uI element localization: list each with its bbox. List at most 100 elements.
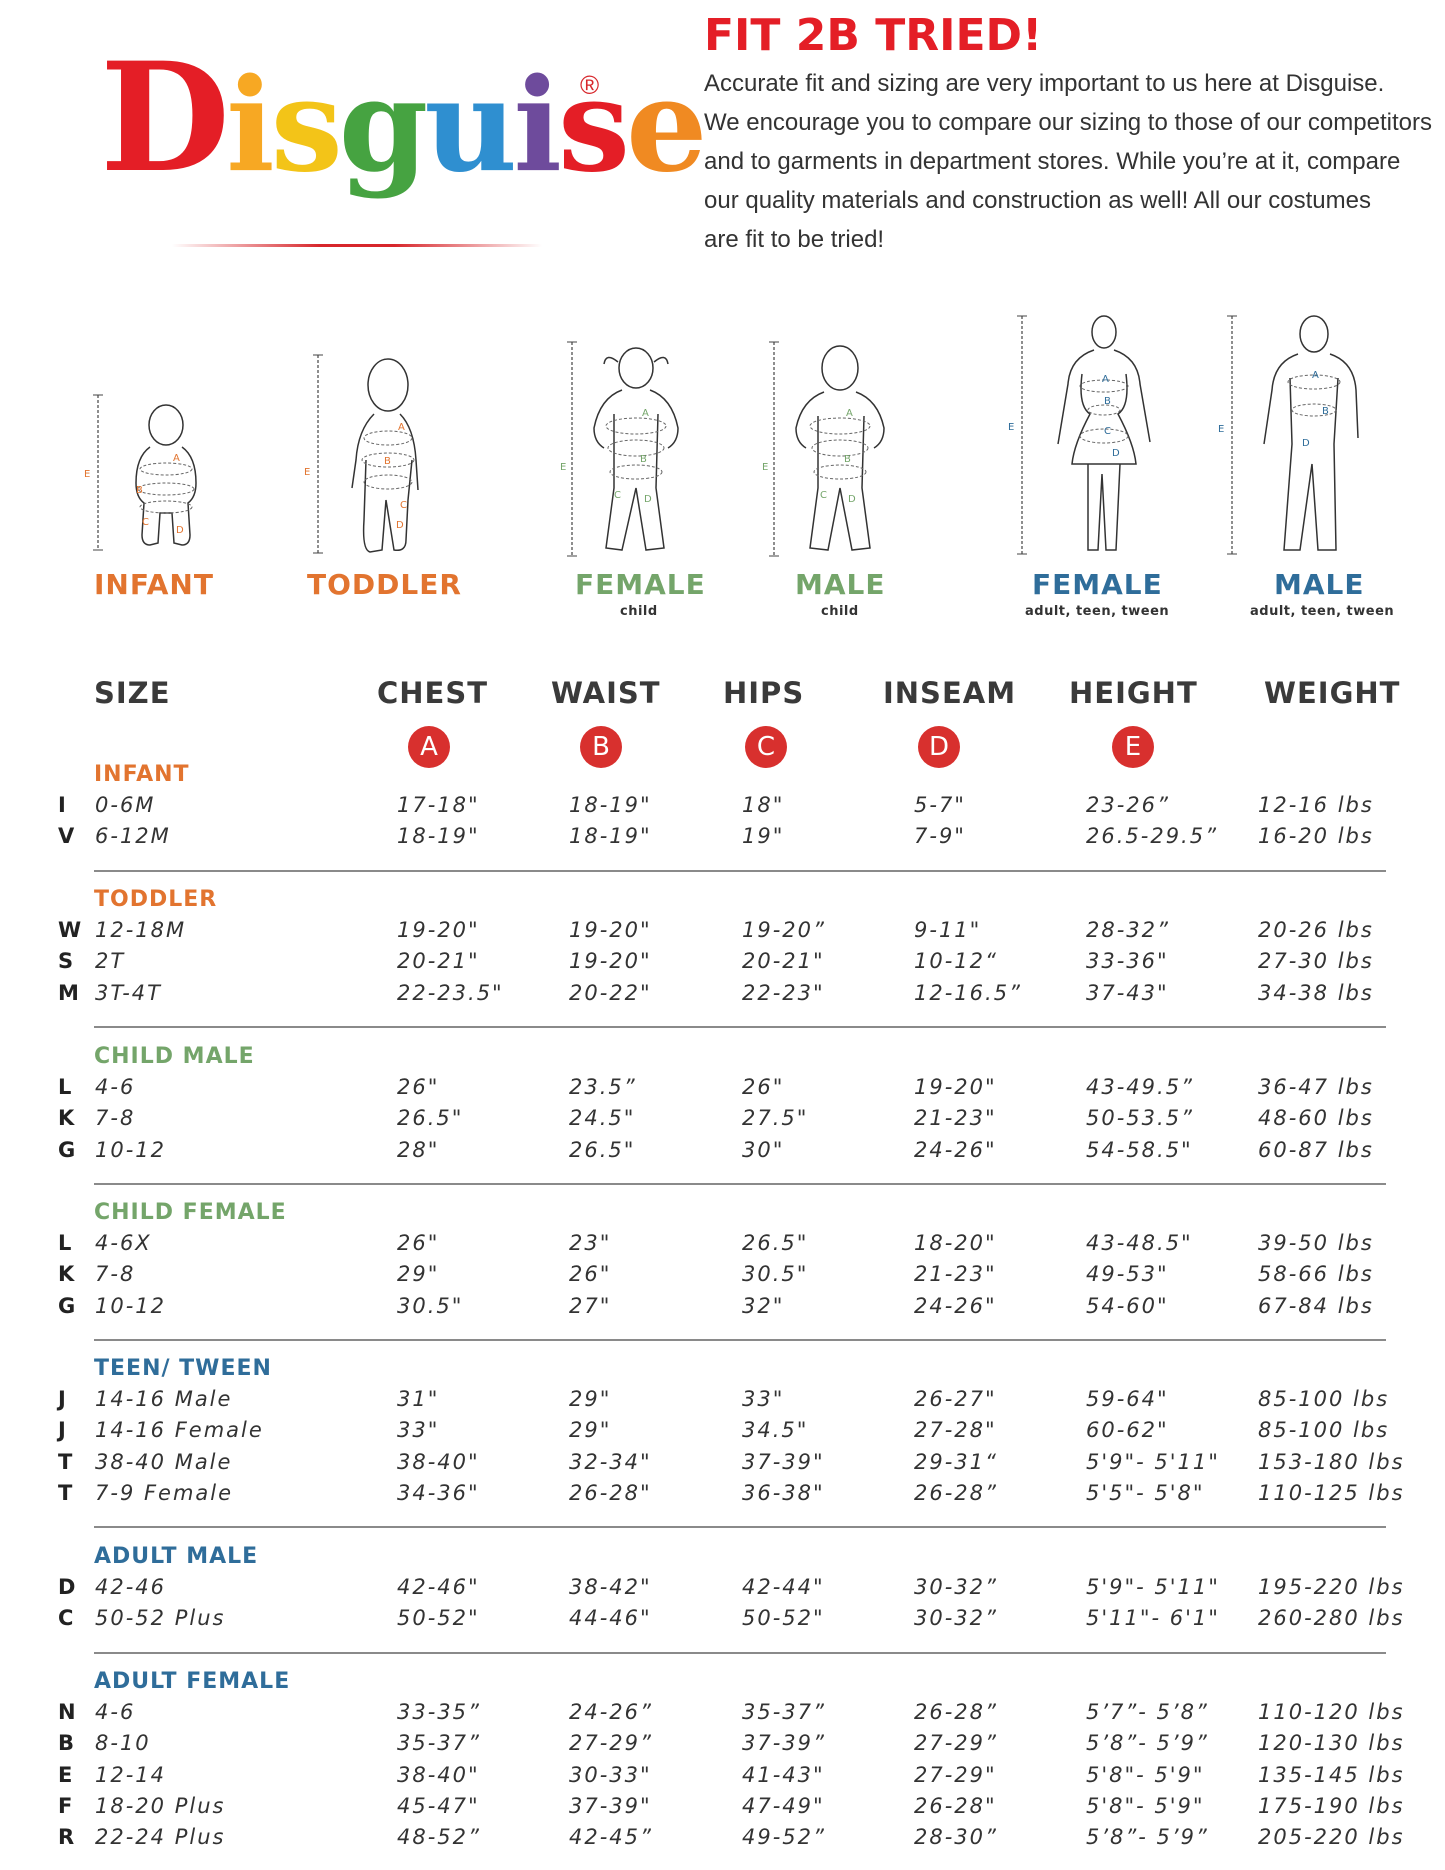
measurement-cell: 120-130 lbs [1258,1731,1405,1756]
size-label: 50-52 Plus [95,1606,226,1631]
size-label: 14-16 Male [95,1387,233,1411]
table-row: G 10-12 28" 26.5" 30" 24-26" 54-58.5" 60-87 lbs [0,1138,1445,1169]
svg-text:C: C [820,490,827,501]
header-size: SIZE [94,676,171,710]
measurement-cell: 27-30 lbs [1258,949,1374,974]
measurement-cell: 18-19" [397,824,480,849]
header-hips: HIPS [723,676,805,710]
svg-text:D: D [396,520,404,531]
measurement-cell: 20-21" [397,949,480,974]
table-row: G 10-12 30.5" 27" 32" 24-26" 54-60" 67-84 lbs [0,1294,1445,1325]
table-row: T 38-40 Male 38-40" 32-34" 37-39" 29-31“ 5'9"-… [0,1450,1445,1481]
infant-figure: E A B C D [80,385,210,555]
section-title: INFANT [94,762,190,787]
svg-text:E: E [1008,422,1014,433]
size-label: 7-9 Female [95,1480,234,1505]
section-divider [94,1651,1386,1654]
measurement-cell: 110-125 lbs [1258,1480,1405,1505]
intro-line: our quality materials and construction a… [704,187,1371,214]
measurement-cell: 31" [397,1387,440,1411]
section-title: ADULT MALE [94,1544,259,1569]
size-code: G [58,1293,76,1318]
measurement-cell: 21-23" [914,1262,997,1287]
measurement-cell: 28-30” [914,1825,998,1850]
logo-letter: i [226,51,275,201]
measurement-cell: 26-27" [914,1387,997,1411]
measurement-cell: 34-36" [397,1480,480,1505]
svg-text:C: C [614,490,621,501]
measurement-cell: 43-49.5” [1086,1075,1194,1099]
measurement-cell: 5-7" [914,793,966,817]
measurement-cell: 42-44" [742,1575,825,1599]
figure-label-female-child: FEMALE [575,568,706,601]
measurement-cell: 27-29” [914,1731,998,1756]
measurement-cell: 34.5" [742,1418,809,1443]
measurement-cell: 36-38" [742,1480,825,1505]
size-label: 4-6 [95,1075,136,1099]
header-weight: WEIGHT [1264,676,1401,710]
svg-text:E: E [304,467,310,478]
table-row: B 8-10 35-37” 27-29” 37-39” 27-29” 5’8”- 5’9” 1… [0,1731,1445,1762]
size-label: 12-18M [95,918,187,942]
measurement-cell: 50-53.5” [1086,1106,1194,1131]
measurement-cell: 50-52" [742,1606,825,1631]
svg-text:B: B [384,456,391,467]
section-divider [94,1338,1386,1341]
measurement-cell: 39-50 lbs [1258,1231,1374,1255]
measurement-cell: 37-39” [742,1731,826,1756]
measurement-cell: 5’8”- 5’9” [1086,1825,1209,1850]
measurement-cell: 24-26" [914,1293,997,1318]
measurement-cell: 60-87 lbs [1258,1137,1374,1162]
svg-text:E: E [84,469,90,480]
size-label: 22-24 Plus [95,1825,226,1850]
measurement-cell: 41-43" [742,1762,825,1787]
measurement-cell: 20-21" [742,949,825,974]
svg-text:B: B [1104,396,1111,407]
measurement-cell: 29" [569,1387,612,1411]
size-label: 10-12 [95,1137,167,1162]
figure-sublabel-male-child: child [821,604,859,619]
measurement-cell: 26-28” [914,1700,998,1724]
measurement-cell: 50-52" [397,1606,480,1631]
measurement-cell: 37-43" [1086,980,1169,1005]
figure-sublabel-female-adult: adult, teen, tween [1025,604,1170,619]
measurement-cell: 12-16.5” [914,980,1022,1005]
measurement-cell: 33-36" [1086,949,1169,974]
measurement-cell: 5'11"- 6'1" [1086,1606,1220,1631]
badge-b: B [580,726,622,768]
measurement-cell: 19-20" [397,918,480,942]
measurement-cell: 16-20 lbs [1258,824,1374,849]
measurement-cell: 24.5" [569,1106,636,1131]
size-code: N [58,1700,76,1724]
table-row: R 22-24 Plus 48-52” 42-45” 49-52” 28-30” 5’8”-… [0,1825,1445,1856]
female-child-figure: E A B C D [560,338,700,563]
table-row: D 42-46 42-46" 38-42" 42-44" 30-32” 5'9"- 5'11… [0,1575,1445,1606]
svg-text:D: D [848,494,856,505]
table-row: L 4-6 26" 23.5” 26" 19-20" 43-49.5” 36-47 lbs [0,1075,1445,1106]
table-row: K 7-8 26.5" 24.5" 27.5" 21-23" 50-53.5” 48-60 l… [0,1106,1445,1137]
size-label: 3T-4T [95,980,162,1005]
measurement-cell: 54-58.5" [1086,1137,1193,1162]
measurement-cell: 10-12“ [914,949,998,974]
measurement-cell: 60-62" [1086,1418,1169,1443]
measurement-cell: 26.5" [397,1106,464,1131]
measurement-cell: 27-28" [914,1418,997,1443]
logo-letter: g [338,51,428,201]
measurement-cell: 18" [742,793,785,817]
male-adult-figure: E A B D [1218,314,1368,564]
measurement-cell: 18-19" [569,793,652,817]
svg-text:A: A [398,422,405,433]
svg-text:A: A [173,453,180,464]
svg-text:A: A [1102,374,1109,385]
table-row: C 50-52 Plus 50-52" 44-46" 50-52" 30-32” 5'11"… [0,1606,1445,1637]
measurement-cell: 22-23" [742,980,825,1005]
svg-text:B: B [640,454,647,465]
svg-text:E: E [762,462,768,473]
measurement-cell: 30-33" [569,1762,652,1787]
intro-line: Accurate fit and sizing are very importa… [704,70,1385,97]
size-label: 4-6X [95,1231,152,1255]
measurement-cell: 18-19" [569,824,652,849]
measurement-cell: 20-22" [569,980,652,1005]
toddler-figure: E A B C D [300,350,430,565]
measurement-cell: 33-35” [397,1700,481,1724]
